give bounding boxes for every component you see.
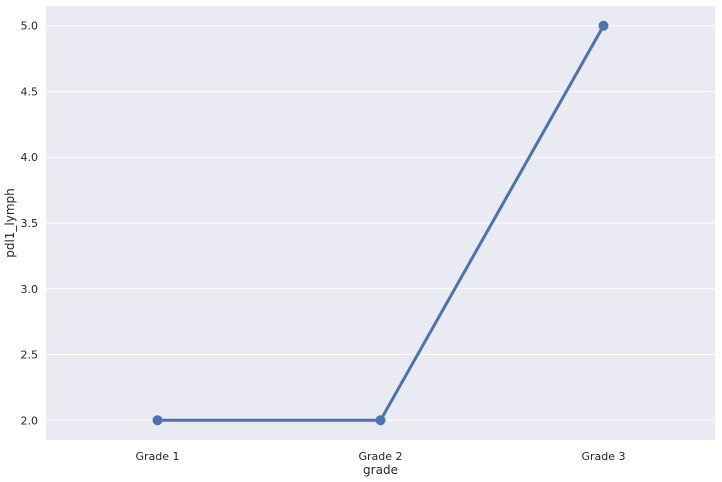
y-tick-label: 4.0 [21,151,39,164]
data-point [152,415,163,426]
data-point [375,415,386,426]
x-axis-label: grade [363,463,398,477]
y-tick-label: 4.5 [21,85,39,98]
x-axis-ticks: Grade 1 Grade 2 Grade 3 [135,450,625,463]
x-tick-label: Grade 3 [581,450,625,463]
series-group [152,20,609,426]
y-tick-label: 3.0 [21,283,39,296]
y-tick-label: 2.5 [21,349,39,362]
x-tick-label: Grade 2 [358,450,402,463]
x-tick-label: Grade 1 [135,450,179,463]
y-axis-ticks: 2.0 2.5 3.0 3.5 4.0 4.5 5.0 [21,20,39,428]
y-tick-label: 3.5 [21,217,39,230]
y-tick-label: 2.0 [21,414,39,427]
y-tick-label: 5.0 [21,20,39,33]
data-point [598,20,609,31]
y-axis-label: pdl1_lymph [3,188,17,258]
